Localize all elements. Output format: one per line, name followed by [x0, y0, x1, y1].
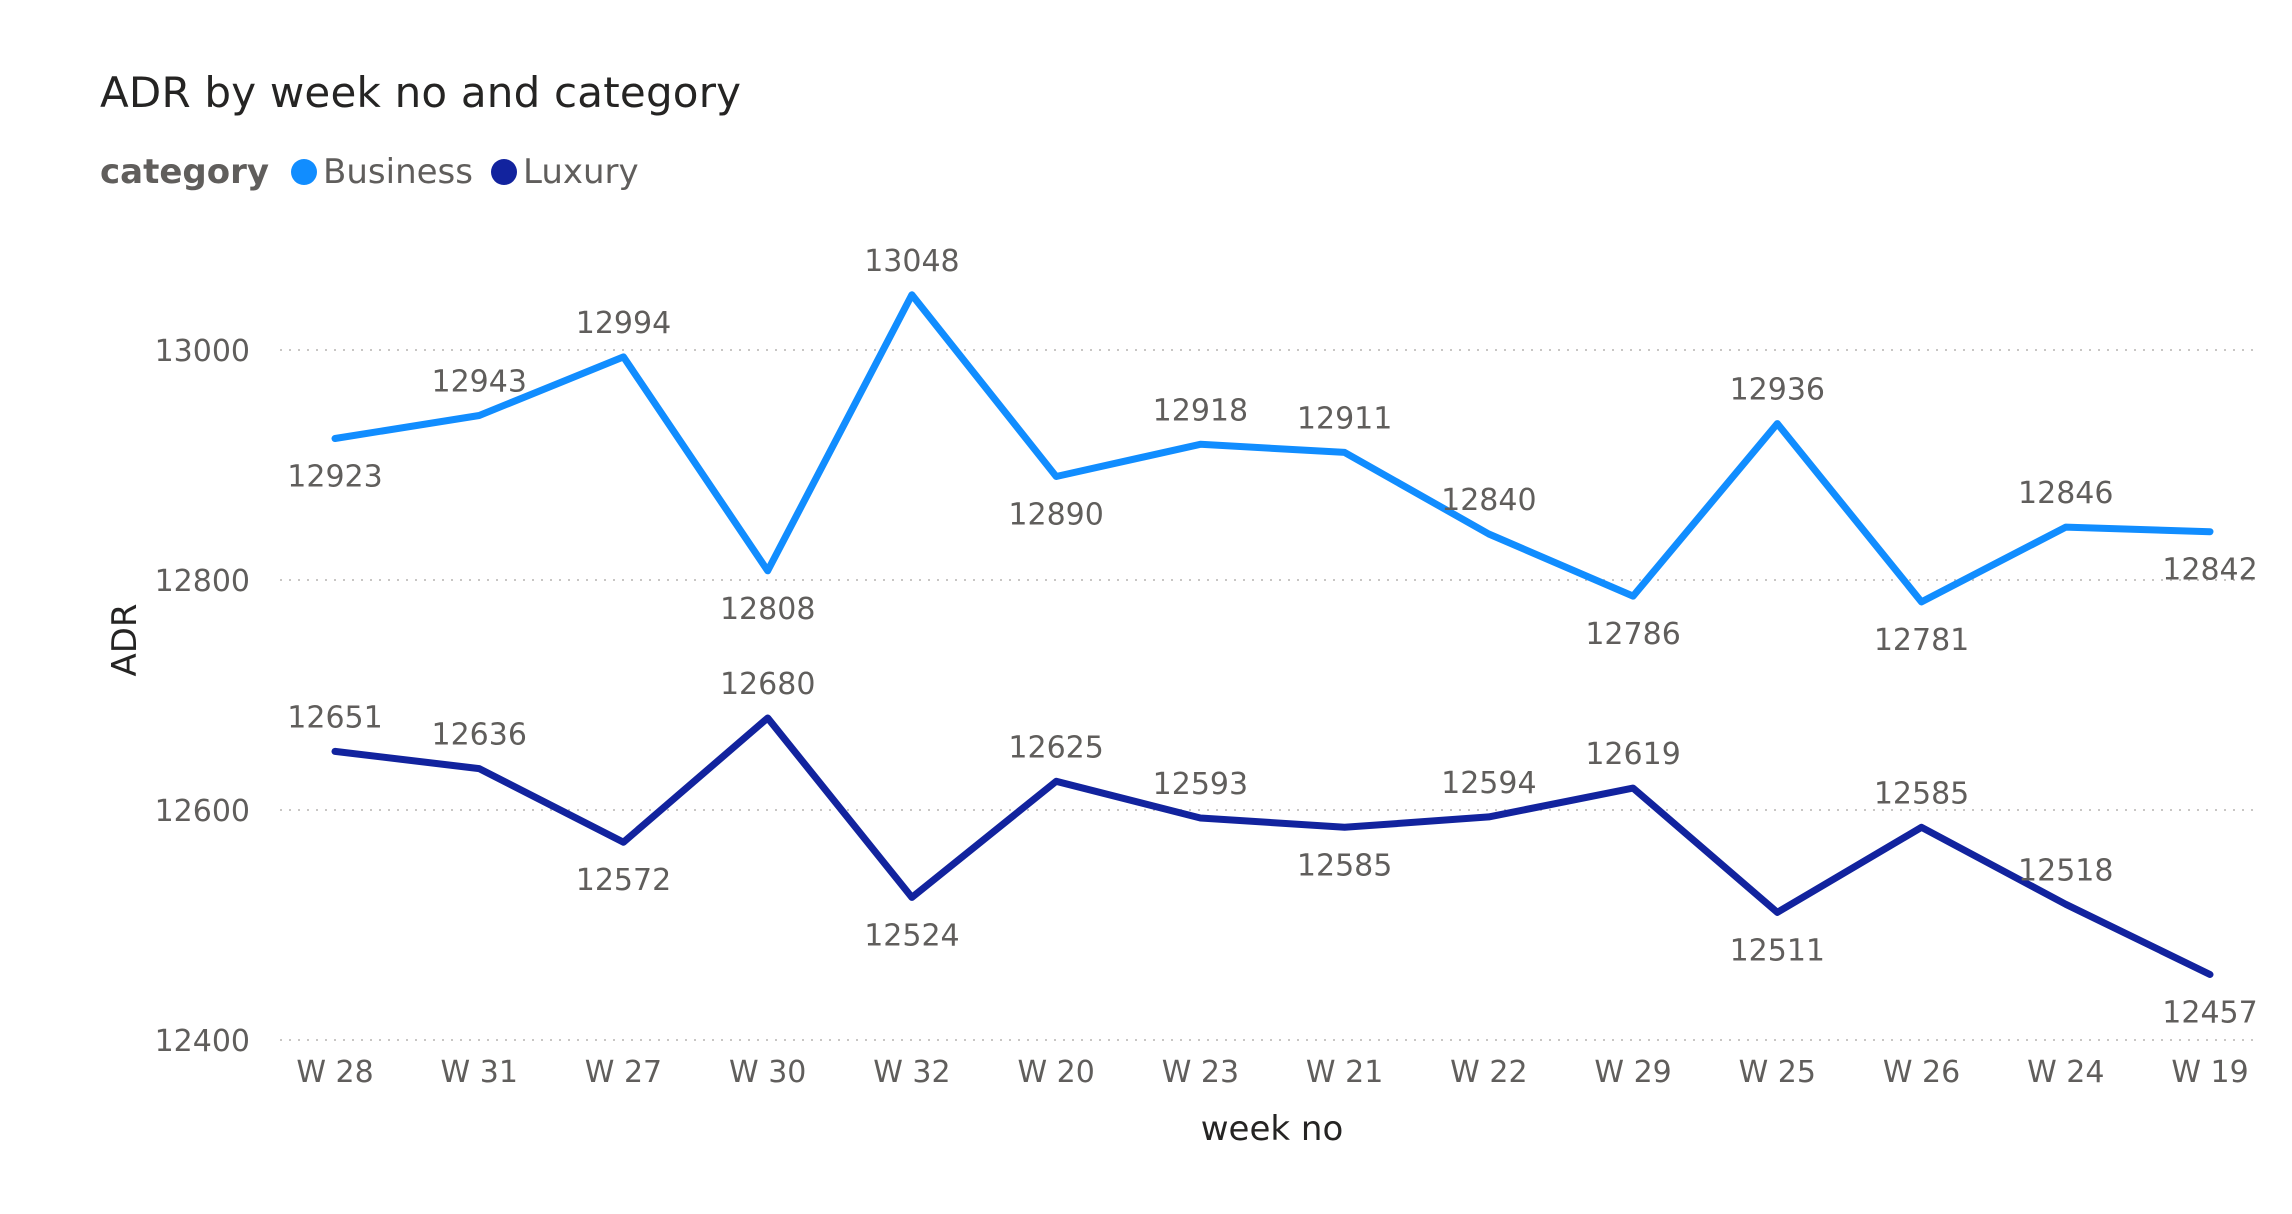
legend-item-luxury[interactable]: Luxury — [490, 152, 639, 192]
gridlines — [280, 349, 2260, 1041]
data-label-business: 12936 — [1730, 373, 1825, 408]
y-tick-label: 12800 — [155, 564, 250, 599]
legend-title: category — [100, 152, 270, 192]
legend-item-business[interactable]: Business — [291, 152, 473, 192]
y-tick-label: 12600 — [155, 794, 250, 829]
data-label-business: 12840 — [1441, 483, 1536, 518]
data-label-business: 12943 — [432, 365, 527, 400]
x-axis-title: week no — [1201, 1109, 1344, 1149]
data-label-luxury: 12518 — [2018, 853, 2113, 888]
series-line-business[interactable] — [331, 291, 2214, 606]
data-label-business: 12890 — [1008, 498, 1103, 533]
y-tick-label: 13000 — [155, 334, 250, 369]
x-tick-label: W 26 — [1883, 1055, 1960, 1090]
x-tick-label: W 21 — [1306, 1055, 1383, 1090]
x-tick-label: W 24 — [2027, 1055, 2104, 1090]
y-axis-title: ADR — [105, 603, 145, 676]
x-tick-label: W 28 — [296, 1055, 373, 1090]
data-label-business: 12923 — [287, 460, 382, 495]
data-label-business: 13048 — [864, 244, 959, 279]
data-label-luxury: 12524 — [864, 918, 959, 953]
data-label-luxury: 12636 — [432, 718, 527, 753]
legend-label-business: Business — [323, 152, 473, 192]
data-label-business: 12994 — [576, 306, 671, 341]
y-axis: 12400 12600 12800 13000 — [155, 334, 250, 1059]
legend-marker-business — [291, 159, 318, 185]
data-label-luxury: 12594 — [1441, 766, 1536, 801]
data-label-luxury: 12585 — [1297, 848, 1392, 883]
data-label-business: 12808 — [720, 592, 815, 627]
data-label-luxury: 12457 — [2162, 995, 2257, 1030]
series-lines — [331, 291, 2214, 978]
data-label-luxury: 12585 — [1874, 776, 1969, 811]
x-tick-label: W 29 — [1594, 1055, 1671, 1090]
legend-label-luxury: Luxury — [522, 152, 639, 192]
x-tick-label: W 32 — [873, 1055, 950, 1090]
series-line-luxury[interactable] — [331, 714, 2214, 978]
x-tick-label: W 22 — [1450, 1055, 1527, 1090]
x-tick-label: W 25 — [1739, 1055, 1816, 1090]
x-tick-label: W 20 — [1017, 1055, 1094, 1090]
x-tick-label: W 19 — [2171, 1055, 2248, 1090]
data-label-luxury: 12651 — [287, 700, 382, 735]
x-tick-label: W 23 — [1162, 1055, 1239, 1090]
y-tick-label: 12400 — [155, 1024, 250, 1059]
data-label-business: 12786 — [1585, 617, 1680, 652]
data-label-business: 12781 — [1874, 623, 1969, 658]
x-axis: W 28 W 31 W 27 W 30 W 32 W 20 W 23 W 21 W 22 W 29… — [296, 1055, 2248, 1090]
data-label-luxury: 12572 — [576, 863, 671, 898]
data-label-luxury: 12680 — [720, 667, 815, 702]
legend-marker-luxury — [490, 159, 517, 185]
legend: category Business Luxury — [100, 152, 657, 192]
data-label-business: 12918 — [1153, 393, 1248, 428]
chart-title: ADR by week no and category — [100, 68, 742, 117]
data-label-luxury: 12625 — [1008, 730, 1103, 765]
x-tick-label: W 30 — [729, 1055, 806, 1090]
data-label-luxury: 12593 — [1153, 767, 1248, 802]
data-label-business: 12842 — [2162, 553, 2257, 588]
data-label-luxury: 12511 — [1730, 933, 1825, 968]
data-labels: 12923 12943 12994 12808 13048 12890 12918 12911… — [287, 244, 2257, 1031]
x-tick-label: W 31 — [441, 1055, 518, 1090]
data-label-business: 12911 — [1297, 401, 1392, 436]
data-label-business: 12846 — [2018, 476, 2113, 511]
data-label-luxury: 12619 — [1585, 737, 1680, 772]
x-tick-label: W 27 — [585, 1055, 662, 1090]
